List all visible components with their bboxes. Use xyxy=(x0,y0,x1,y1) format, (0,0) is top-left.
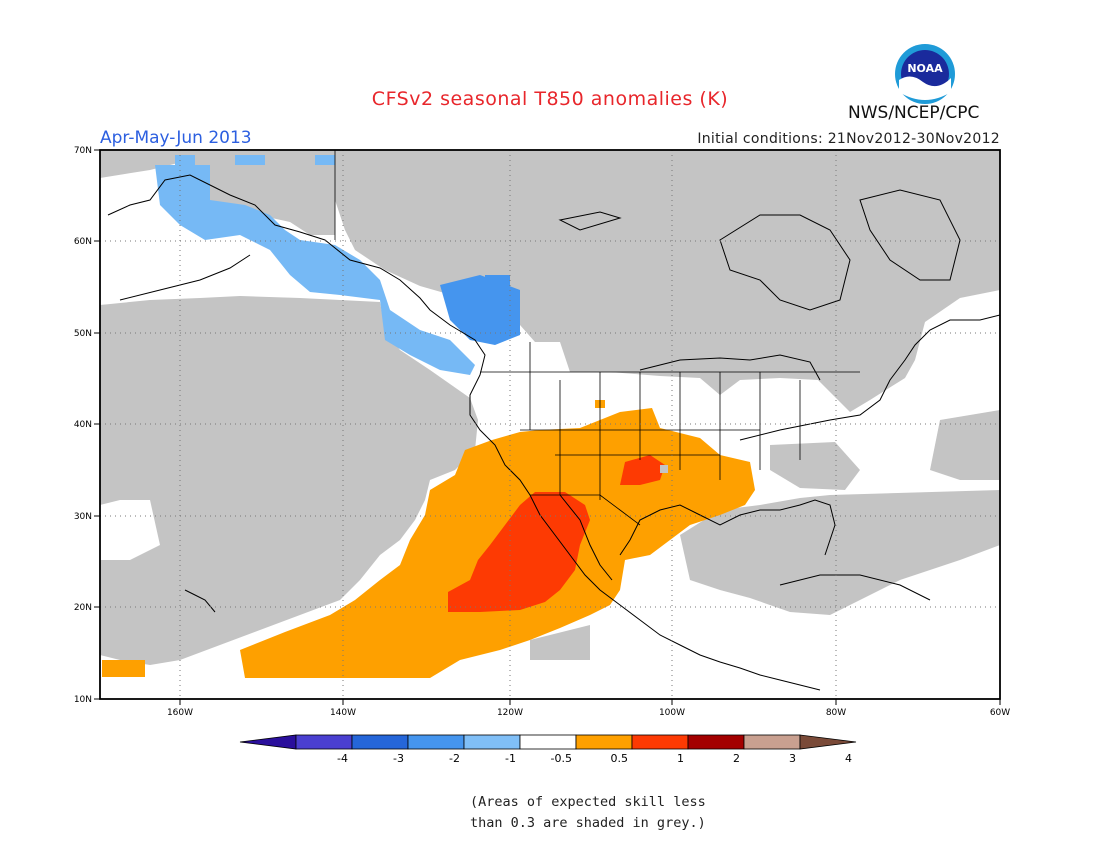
lat-label-50n: 50N xyxy=(74,329,92,339)
lon-label-120w: 120W xyxy=(497,708,523,718)
lon-label-140w: 140W xyxy=(330,708,356,718)
lon-label-60w: 60W xyxy=(990,708,1010,718)
chart-title: CFSv2 seasonal T850 anomalies (K) xyxy=(371,88,729,110)
lon-label-100w: 100W xyxy=(659,708,685,718)
lat-label-10n: 10N xyxy=(74,695,92,705)
lon-label-160w: 160W xyxy=(167,708,193,718)
cool-anomaly-light xyxy=(155,155,475,375)
initial-conditions-label: Initial conditions: 21Nov2012-30Nov2012 xyxy=(697,131,1000,147)
agency-label: NWS/NCEP/CPC xyxy=(848,103,980,123)
noaa-logo-icon: NOAA xyxy=(895,44,955,104)
lat-label-20n: 20N xyxy=(74,603,92,613)
svg-text:NOAA: NOAA xyxy=(907,62,943,75)
skill-note: (Areas of expected skill less than 0.3 a… xyxy=(470,792,706,834)
period-label: Apr-May-Jun 2013 xyxy=(100,128,252,148)
warm-anomaly-red xyxy=(448,455,665,612)
skill-note-line-2: than 0.3 are shaded in grey.) xyxy=(470,815,706,831)
lat-label-40n: 40N xyxy=(74,420,92,430)
skill-note-line-1: (Areas of expected skill less xyxy=(470,794,706,810)
cool-anomaly-medium xyxy=(440,275,520,345)
coastlines xyxy=(107,174,1000,691)
lat-label-60n: 60N xyxy=(74,237,92,247)
lat-label-70n: 70N xyxy=(74,146,92,156)
lon-label-80w: 80W xyxy=(826,708,846,718)
anomaly-map: 70N 60N 50N 40N 30N 20N 10N 160W 140W 12… xyxy=(74,146,1010,718)
borders xyxy=(334,150,860,526)
low-skill-shading xyxy=(100,150,1000,665)
lat-label-30n: 30N xyxy=(74,512,92,522)
gridlines xyxy=(100,150,1000,699)
